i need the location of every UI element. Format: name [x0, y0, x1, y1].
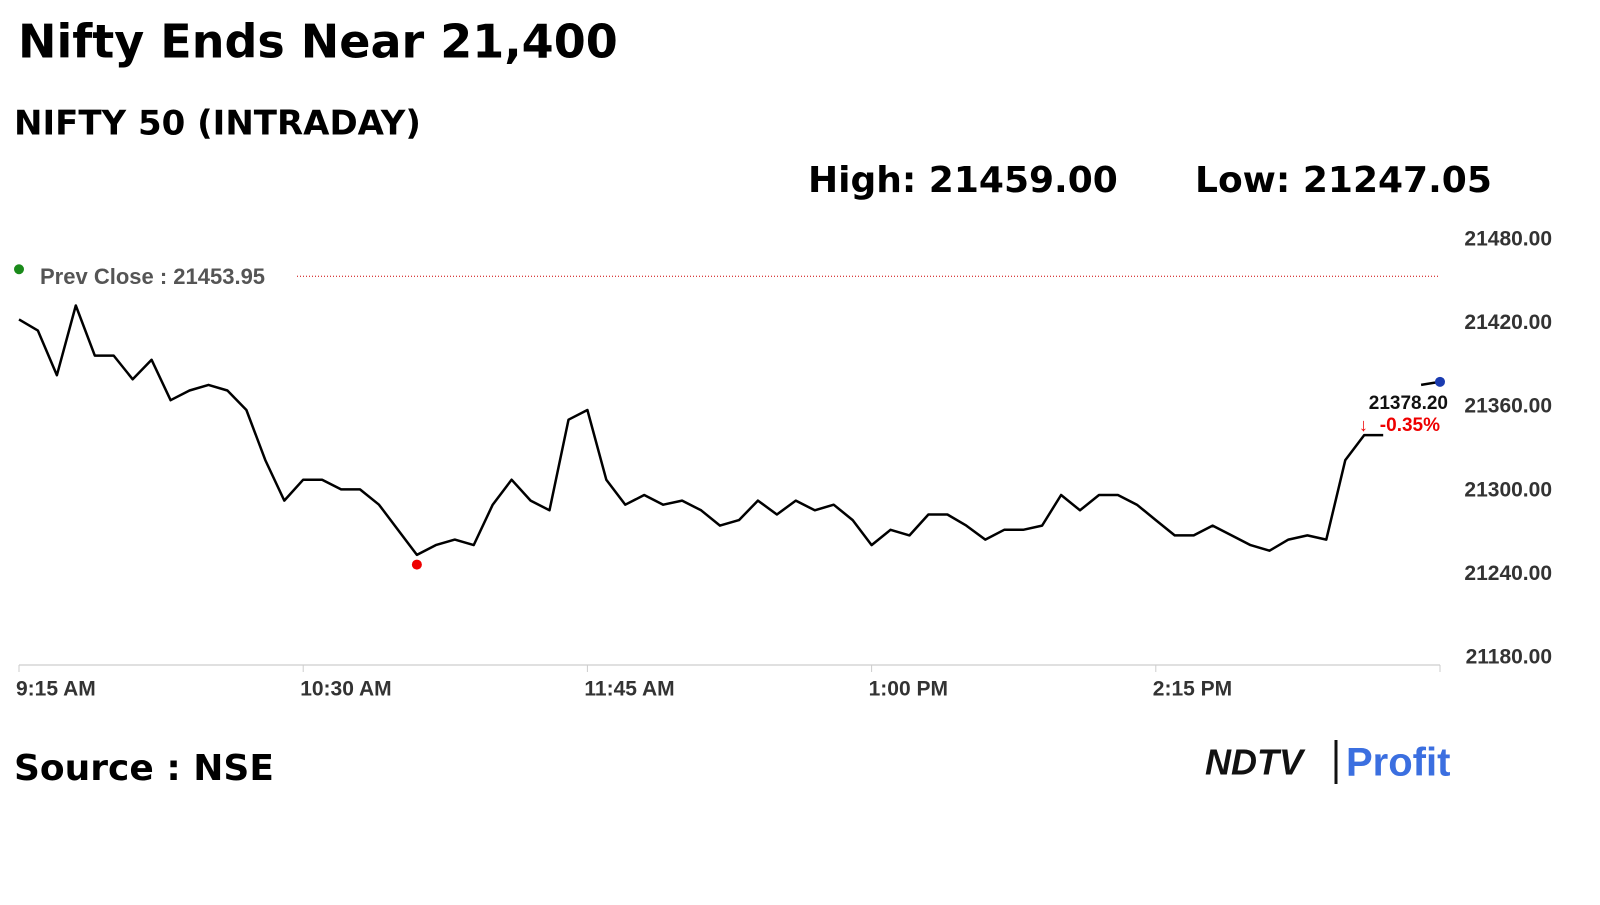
- y-tick-label: 21180.00: [1466, 646, 1552, 669]
- last-change-arrow: ↓: [1359, 415, 1368, 435]
- logo-left: NDTV: [1205, 742, 1306, 783]
- y-tick-label: 21480.00: [1464, 228, 1552, 251]
- low-marker: [411, 559, 422, 570]
- last-change: -0.35%: [1380, 415, 1440, 436]
- last-value: 21378.20: [1369, 393, 1448, 414]
- logo-right: Profit: [1346, 741, 1450, 785]
- prev-close-label: Prev Close : 21453.95: [40, 264, 265, 289]
- source: Source : NSE: [14, 748, 274, 789]
- chart-title: Nifty Ends Near 21,400: [18, 15, 618, 69]
- high-label: High: 21459.00: [808, 160, 1118, 201]
- price-line: [18, 304, 1441, 557]
- y-tick-label: 21300.00: [1464, 478, 1552, 501]
- x-tick-label: 11:45 AM: [584, 678, 674, 701]
- y-tick-label: 21420.00: [1464, 311, 1552, 334]
- chart-subtitle: NIFTY 50 (INTRADAY): [14, 104, 421, 144]
- y-tick-label: 21360.00: [1464, 395, 1552, 418]
- x-tick-label: 2:15 PM: [1153, 678, 1232, 701]
- x-tick-label: 10:30 AM: [300, 678, 391, 701]
- y-tick-label: 21240.00: [1464, 562, 1552, 585]
- x-tick-label: 1:00 PM: [869, 678, 948, 701]
- high-marker: [14, 264, 24, 275]
- last-marker: [1435, 376, 1445, 387]
- low-label: Low: 21247.05: [1195, 160, 1492, 201]
- x-tick-label: 9:15 AM: [16, 678, 96, 701]
